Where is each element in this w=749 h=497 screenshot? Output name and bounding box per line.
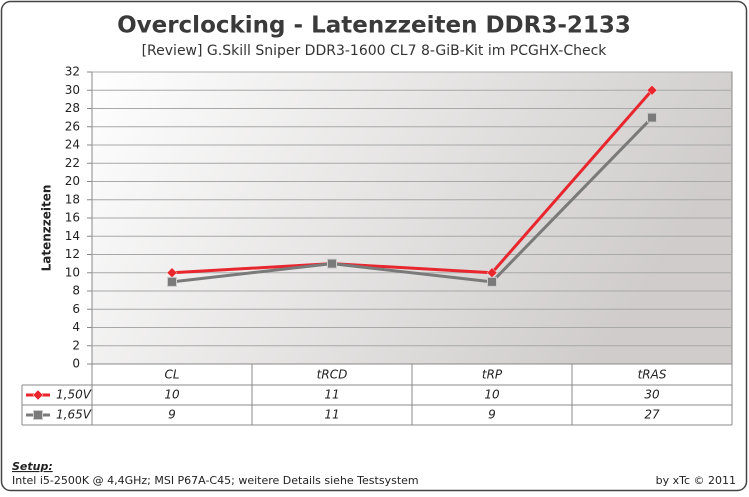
- y-tick-label: 30: [65, 83, 80, 97]
- setup-label: Setup:: [12, 460, 53, 473]
- x-tick-label: tRCD: [317, 368, 348, 382]
- y-tick-label: 14: [65, 229, 80, 243]
- credit: by xTc © 2011: [656, 474, 736, 487]
- setup-text: Intel i5-2500K @ 4,4GHz; MSI P67A-C45; w…: [12, 474, 419, 487]
- table-value: 27: [644, 408, 660, 422]
- table-value: 30: [644, 388, 660, 402]
- table-value: 10: [164, 388, 180, 402]
- y-tick-label: 16: [65, 211, 80, 225]
- marker: [646, 84, 658, 96]
- table-value: 10: [484, 388, 500, 402]
- legend-label: 1,65V: [56, 408, 92, 422]
- y-tick-label: 32: [65, 65, 80, 79]
- marker: [33, 410, 43, 420]
- marker: [327, 258, 337, 269]
- x-tick-label: tRAS: [638, 368, 667, 382]
- y-tick-label: 10: [65, 265, 80, 279]
- marker: [487, 276, 497, 287]
- y-axis-label: Latenzzeiten: [40, 185, 54, 272]
- y-tick-label: 4: [72, 320, 80, 334]
- marker: [167, 276, 177, 287]
- marker: [647, 112, 657, 123]
- y-tick-label: 26: [65, 119, 80, 133]
- y-tick-label: 24: [65, 138, 80, 152]
- table-value: 9: [168, 408, 176, 422]
- y-tick-label: 22: [65, 156, 80, 170]
- marker: [32, 389, 44, 401]
- table-value: 9: [488, 408, 496, 422]
- y-tick-label: 6: [72, 302, 80, 316]
- y-tick-label: 0: [72, 357, 80, 371]
- series-line: [171, 89, 654, 275]
- legend-label: 1,50V: [56, 388, 92, 402]
- y-tick-label: 18: [65, 192, 80, 206]
- x-tick-label: CL: [164, 368, 179, 382]
- table-value: 11: [324, 388, 339, 402]
- y-tick-label: 2: [72, 338, 80, 352]
- y-tick-label: 28: [65, 101, 80, 115]
- y-tick-label: 8: [72, 284, 80, 298]
- series-line: [171, 116, 654, 284]
- chart-subtitle: [Review] G.Skill Sniper DDR3-1600 CL7 8-…: [142, 43, 608, 59]
- y-tick-label: 20: [65, 174, 80, 188]
- table-value: 11: [324, 408, 339, 422]
- x-tick-label: tRP: [482, 368, 503, 382]
- chart-title: Overclocking - Latenzzeiten DDR3-2133: [117, 13, 631, 39]
- y-tick-label: 12: [65, 247, 80, 261]
